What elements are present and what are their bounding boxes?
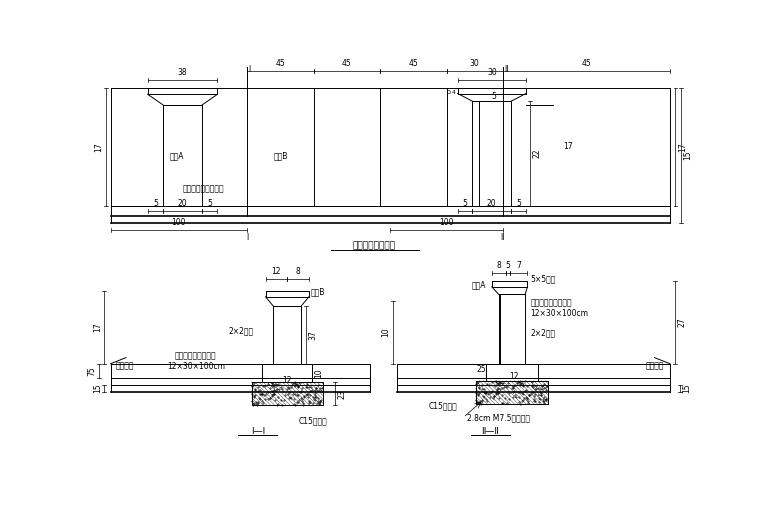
Text: Ⅰ—Ⅰ: Ⅰ—Ⅰ bbox=[251, 427, 265, 436]
Text: 5: 5 bbox=[516, 199, 521, 208]
Text: 5: 5 bbox=[207, 199, 212, 208]
Text: 5: 5 bbox=[153, 199, 158, 208]
Text: I: I bbox=[249, 65, 251, 74]
Text: 45: 45 bbox=[409, 59, 419, 68]
Text: 0.4: 0.4 bbox=[447, 89, 457, 95]
Text: 25: 25 bbox=[477, 364, 486, 373]
Text: 12: 12 bbox=[508, 372, 518, 381]
Text: 23: 23 bbox=[337, 389, 347, 399]
Text: 45: 45 bbox=[275, 59, 285, 68]
Text: 5: 5 bbox=[491, 92, 496, 101]
Text: 7: 7 bbox=[516, 261, 521, 270]
Text: Ⅱ—Ⅱ: Ⅱ—Ⅱ bbox=[481, 427, 499, 436]
Text: 17: 17 bbox=[94, 142, 103, 152]
Text: 45: 45 bbox=[342, 59, 352, 68]
Text: 10: 10 bbox=[315, 368, 323, 378]
Text: 37: 37 bbox=[308, 330, 317, 340]
Text: 30: 30 bbox=[470, 59, 480, 68]
Text: 管鼻B: 管鼻B bbox=[310, 288, 325, 297]
Text: 15: 15 bbox=[683, 151, 692, 160]
Text: 12: 12 bbox=[271, 267, 281, 276]
Text: 支撑杆或防撞护栏杆: 支撑杆或防撞护栏杆 bbox=[182, 185, 224, 194]
Text: 30: 30 bbox=[487, 68, 497, 77]
Text: 中央分隔带立面图: 中央分隔带立面图 bbox=[353, 241, 395, 250]
Text: 75: 75 bbox=[87, 366, 97, 376]
Text: 支撑杆或防撞护栏杆
12×30×100cm: 支撑杆或防撞护栏杆 12×30×100cm bbox=[530, 299, 588, 318]
Text: 22: 22 bbox=[532, 149, 541, 158]
Text: 20: 20 bbox=[178, 199, 188, 208]
Text: 2.8cm M7.5水泥砂浆: 2.8cm M7.5水泥砂浆 bbox=[467, 413, 530, 422]
Text: 45: 45 bbox=[581, 59, 591, 68]
Text: 管鼻A: 管鼻A bbox=[472, 281, 486, 290]
Text: 5×5钢角: 5×5钢角 bbox=[530, 275, 556, 284]
Text: 8: 8 bbox=[496, 261, 501, 270]
Text: II: II bbox=[504, 65, 508, 74]
Text: 8: 8 bbox=[296, 267, 300, 276]
Text: 灯柱B: 灯柱B bbox=[274, 151, 288, 160]
Text: 17: 17 bbox=[93, 322, 102, 332]
Text: C15砼垫层: C15砼垫层 bbox=[428, 402, 457, 411]
Text: C15砼垫层: C15砼垫层 bbox=[299, 416, 328, 425]
Text: 路缘石道: 路缘石道 bbox=[116, 362, 134, 371]
Text: 17: 17 bbox=[563, 142, 572, 151]
Text: I: I bbox=[245, 233, 248, 242]
Text: 100: 100 bbox=[172, 218, 186, 227]
Text: 灯柱A: 灯柱A bbox=[169, 151, 184, 160]
Text: 100: 100 bbox=[439, 218, 453, 227]
Text: 20: 20 bbox=[487, 199, 496, 208]
Text: 10: 10 bbox=[382, 327, 391, 337]
Text: 27: 27 bbox=[677, 318, 686, 327]
Text: 5: 5 bbox=[463, 199, 467, 208]
Text: II: II bbox=[500, 233, 505, 242]
Text: 支撑杆或防撞护栏杆
12×30×100cm: 支撑杆或防撞护栏杆 12×30×100cm bbox=[166, 352, 225, 371]
Text: 12: 12 bbox=[283, 376, 292, 385]
Text: 2×2栓柱: 2×2栓柱 bbox=[530, 329, 556, 338]
Text: 38: 38 bbox=[178, 68, 188, 77]
Text: 路缘石道: 路缘石道 bbox=[646, 362, 665, 371]
Text: 15: 15 bbox=[93, 384, 102, 393]
Text: 15: 15 bbox=[682, 384, 692, 393]
Text: 2×2栓柱: 2×2栓柱 bbox=[229, 326, 254, 335]
Text: 5: 5 bbox=[505, 261, 510, 270]
Text: 17: 17 bbox=[678, 142, 687, 152]
